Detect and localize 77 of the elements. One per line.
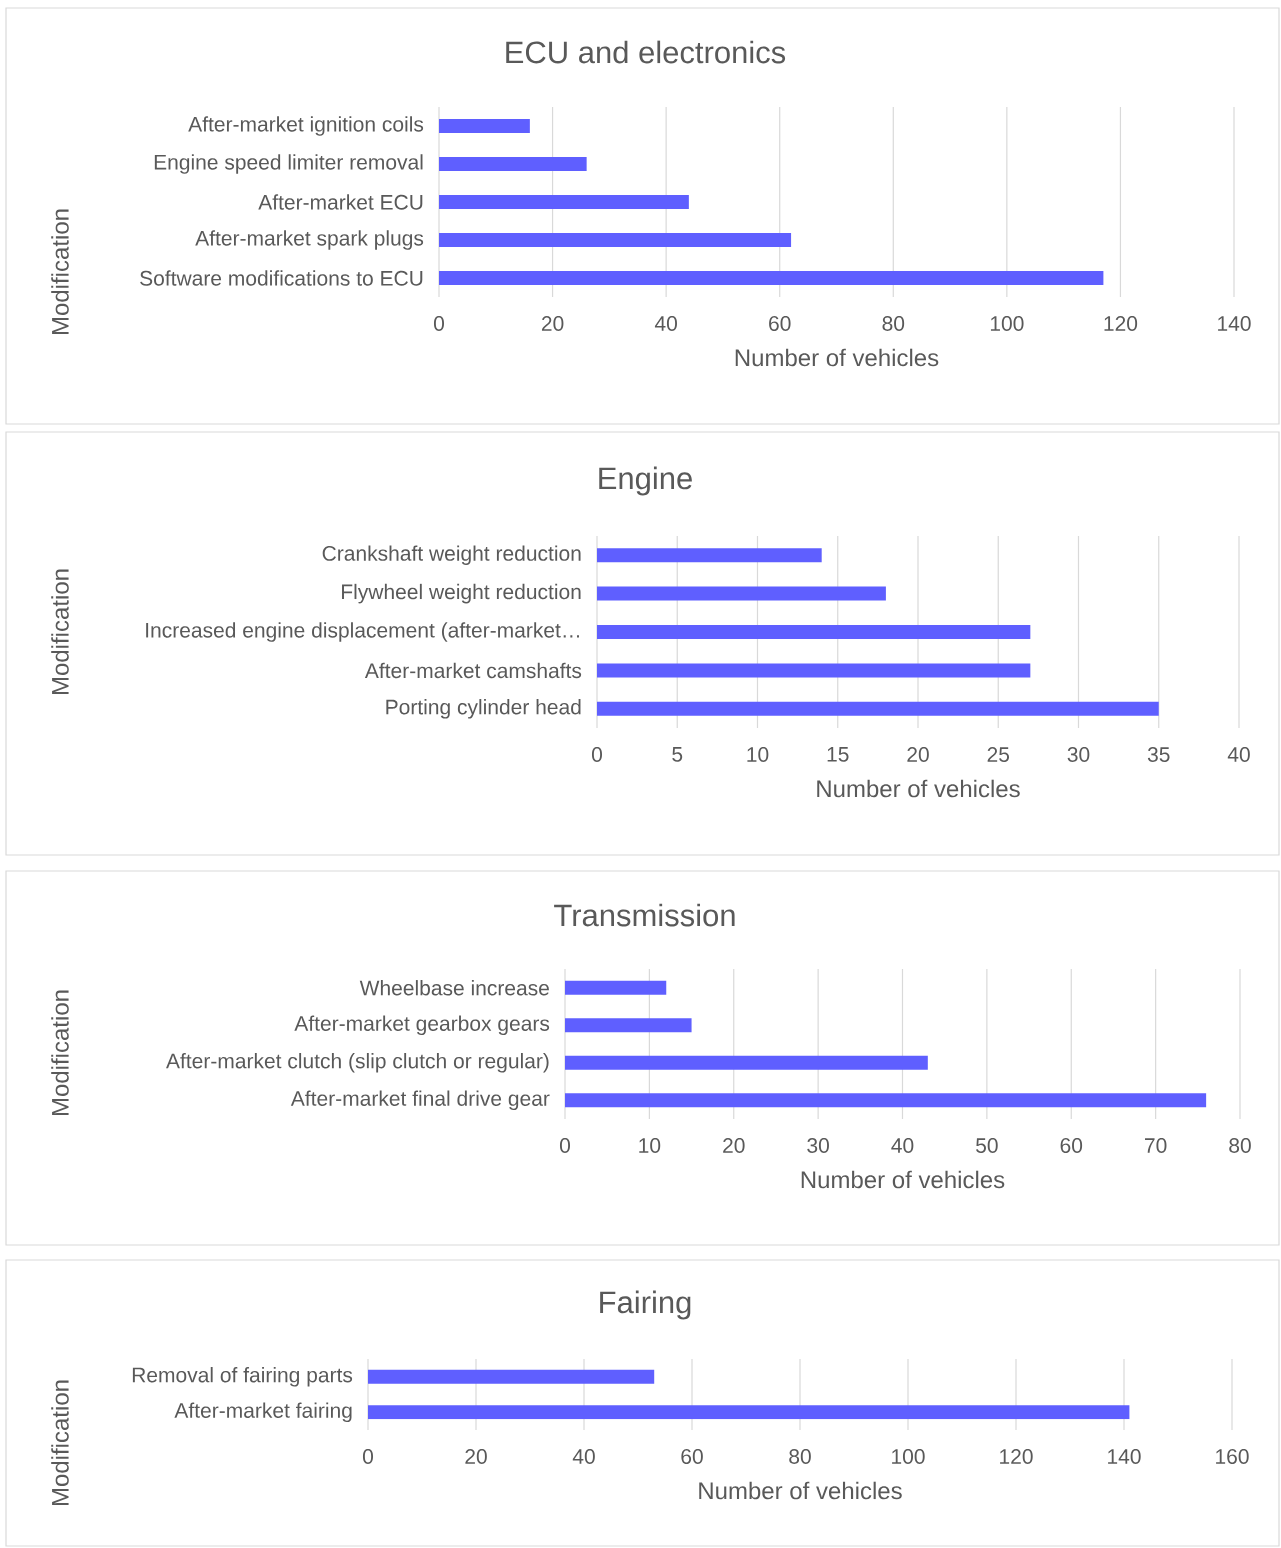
y-tick-label: Crankshaft weight reduction: [322, 545, 581, 565]
x-tick-label: 30: [1067, 747, 1090, 762]
chart-title: Engine: [599, 466, 692, 496]
x-tick-label: 80: [1229, 1138, 1251, 1153]
bar: [439, 233, 792, 248]
chart-title: Transmission: [554, 903, 735, 927]
bar: [565, 1093, 1207, 1108]
x-tick-label: 20: [465, 1449, 487, 1464]
x-tick-label: 15: [827, 747, 849, 762]
bar: [597, 586, 886, 601]
x-tick-label: 60: [1060, 1138, 1083, 1153]
x-tick-label: 0: [591, 747, 603, 762]
chart-title: ECU and electronics: [506, 40, 786, 64]
x-tick-label: 0: [559, 1138, 571, 1153]
x-tick-label: 40: [891, 1138, 914, 1153]
x-tick-label: 120: [1104, 316, 1138, 331]
x-tick-label: 80: [789, 1449, 811, 1464]
x-tick-label: 5: [672, 747, 683, 762]
x-tick-label: 140: [1218, 316, 1251, 331]
bar: [439, 157, 587, 172]
y-tick-label: Flywheel weight reduction: [342, 583, 581, 604]
y-tick-label: After-market camshafts: [364, 662, 582, 679]
x-tick-label: 60: [769, 316, 791, 331]
x-tick-label: 60: [681, 1449, 703, 1464]
x-tick-label: 140: [1108, 1449, 1141, 1464]
y-tick-label: Engine speed limiter removal: [154, 154, 423, 174]
x-tick-label: 70: [1145, 1138, 1167, 1153]
x-tick-label: 100: [892, 1449, 925, 1464]
y-tick-label: Wheelbase increase: [359, 980, 549, 996]
x-tick-label: 40: [572, 1449, 595, 1464]
y-tick-label: After-market clutch (slip clutch or regular): [166, 1052, 549, 1073]
bar: [597, 701, 1159, 716]
x-tick-label: 160: [1216, 1449, 1249, 1464]
y-axis-title: Modification: [51, 990, 69, 1116]
y-tick-label: Software modifications to ECU: [140, 270, 423, 286]
y-tick-label: Removal of fairing parts: [132, 1366, 353, 1387]
x-tick-label: 0: [433, 316, 445, 331]
x-tick-label: 25: [987, 747, 1010, 762]
x-tick-label: 40: [1227, 747, 1250, 762]
x-axis-title: Number of vehicles: [801, 1170, 1005, 1189]
y-axis-title: Modification: [51, 209, 69, 335]
bar: [597, 548, 822, 563]
bar: [439, 119, 530, 134]
bar: [565, 980, 667, 995]
x-tick-label: 20: [541, 316, 564, 331]
bar: [597, 625, 1031, 640]
y-tick-label: Increased engine displacement (after-market…: [146, 622, 579, 642]
bar: [597, 663, 1031, 678]
x-axis-title: Number of vehicles: [699, 1481, 902, 1500]
x-tick-label: 10: [747, 747, 769, 762]
y-tick-label: After-market ECU: [258, 194, 423, 210]
bar: [439, 195, 689, 210]
y-tick-label: After-market gearbox gears: [294, 1015, 550, 1036]
x-tick-label: 35: [1147, 747, 1170, 762]
x-tick-label: 50: [976, 1138, 998, 1153]
chart-title: Fairing: [600, 1290, 691, 1320]
y-axis-title: Modification: [51, 569, 69, 695]
x-tick-label: 30: [807, 1138, 829, 1153]
bar: [565, 1055, 928, 1070]
bar: [565, 1018, 692, 1033]
y-tick-label: After-market ignition coils: [188, 116, 424, 136]
x-tick-label: 0: [362, 1449, 374, 1464]
y-tick-label: After-market final drive gear: [290, 1090, 550, 1111]
y-tick-label: Porting cylinder head: [386, 699, 581, 719]
x-tick-label: 80: [882, 316, 905, 331]
x-tick-label: 20: [723, 1138, 745, 1153]
y-axis-title: Modification: [51, 1380, 69, 1506]
x-tick-label: 100: [990, 316, 1024, 331]
x-tick-label: 10: [639, 1138, 661, 1153]
bar: [439, 271, 1104, 286]
x-tick-label: 20: [907, 747, 929, 762]
x-axis-title: Number of vehicles: [735, 348, 939, 367]
x-tick-label: 40: [654, 316, 677, 331]
y-tick-label: After-market spark plugs: [195, 230, 424, 250]
x-tick-label: 120: [1000, 1449, 1033, 1464]
y-tick-label: After-market fairing: [174, 1402, 352, 1423]
x-axis-title: Number of vehicles: [817, 779, 1020, 798]
